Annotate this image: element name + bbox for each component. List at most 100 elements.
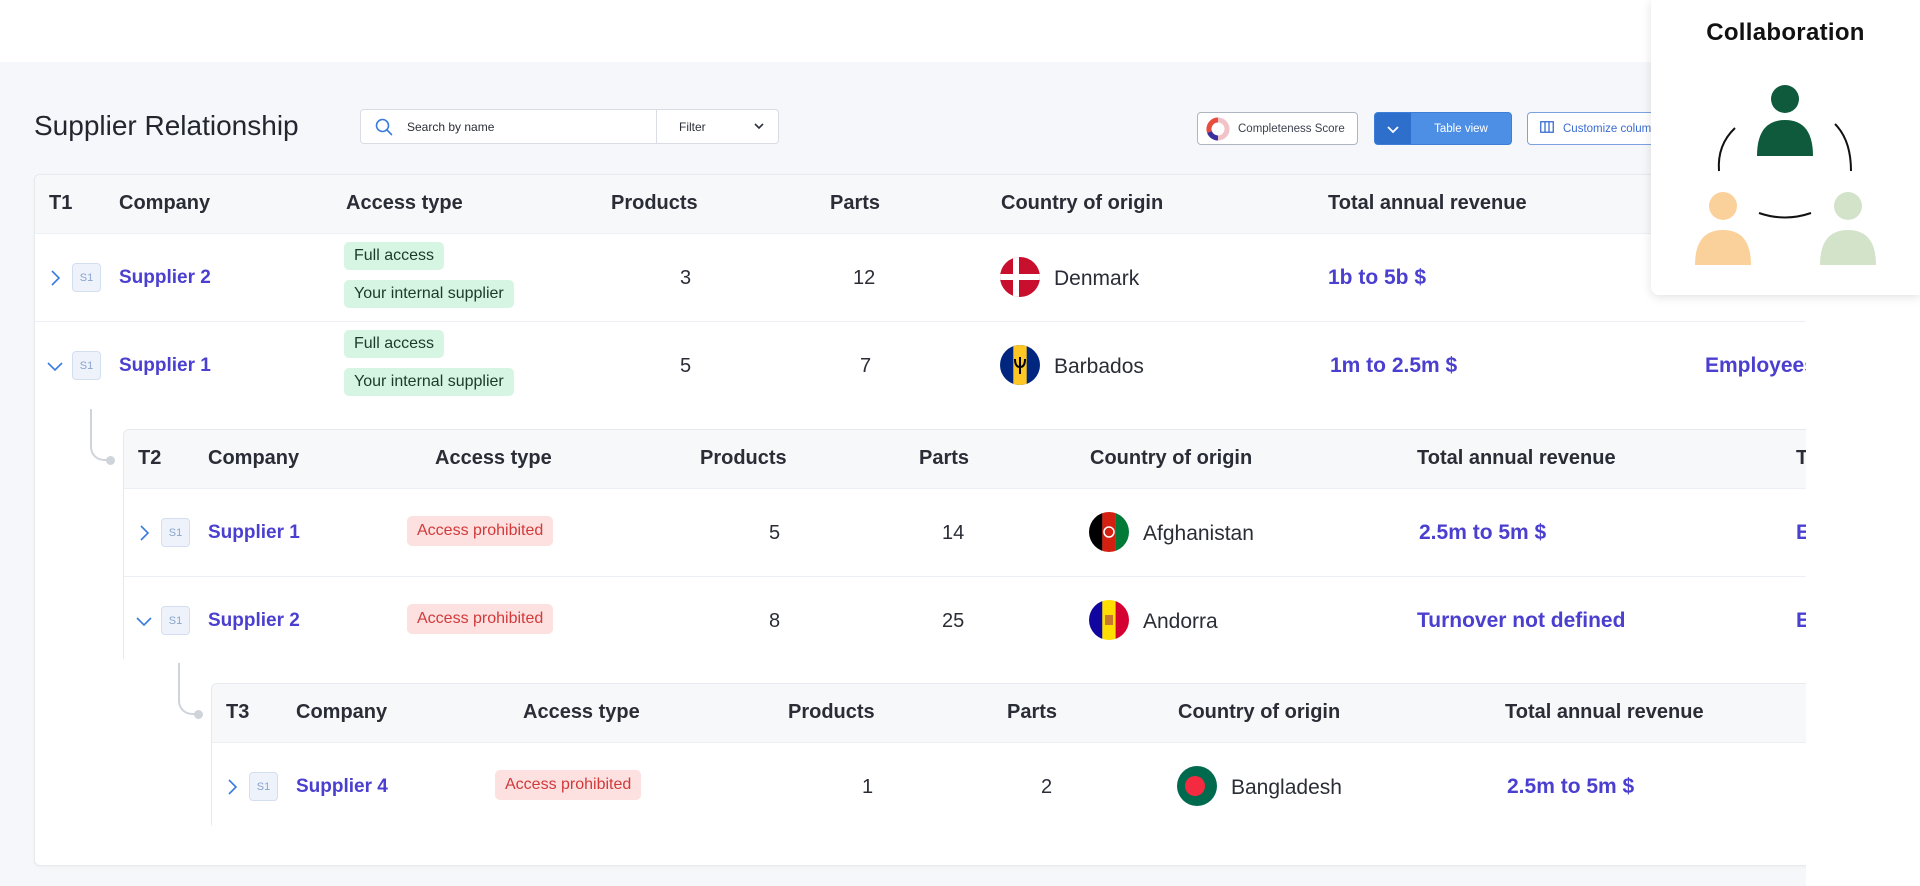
employees-link[interactable]: Employees [1705,354,1806,377]
column-company[interactable]: Company [208,447,300,469]
customize-columns-button[interactable]: Customize colum [1527,112,1667,145]
search-box: Filter [360,109,779,144]
products-value: 5 [769,522,781,544]
chevron-down-icon [753,120,765,135]
column-products[interactable]: Products [611,192,698,214]
parts-value: 14 [942,522,965,544]
column-country[interactable]: Country of origin [1001,192,1164,214]
table-row[interactable]: S1 Supplier 2 Full access Your internal … [35,233,1806,321]
column-country[interactable]: Country of origin [1090,447,1253,469]
column-products[interactable]: Products [700,447,787,469]
completeness-score-button[interactable]: Completeness Score [1197,112,1358,145]
tier-label: T3 [226,701,250,723]
chevron-right-icon[interactable] [45,268,65,288]
revenue-link[interactable]: 2.5m to 5m $ [1419,521,1547,544]
employees-link[interactable]: E [1796,609,1806,632]
access-tag: Full access [344,242,445,270]
country-value: Bangladesh [1231,776,1342,799]
supplier-badge: S1 [161,606,190,635]
products-value: 1 [862,776,874,798]
column-revenue[interactable]: Total annual revenue [1328,192,1527,214]
company-link[interactable]: Supplier 1 [119,355,211,376]
search-input[interactable] [407,110,657,143]
andorra-flag-icon [1089,600,1129,640]
column-access-type[interactable]: Access type [346,192,463,214]
top-bar [0,0,1920,62]
employees-link[interactable]: E [1796,521,1806,544]
revenue-link[interactable]: 1m to 2.5m $ [1330,354,1458,377]
column-truncated[interactable]: T [1796,447,1806,469]
chevron-right-icon[interactable] [222,777,242,797]
tier-label: T1 [49,192,73,214]
collaboration-illustration-icon [1695,85,1876,265]
filter-dropdown[interactable]: Filter [656,110,779,143]
table-header: T2 Company Access type Products Parts Co… [124,430,1806,488]
column-parts[interactable]: Parts [1007,701,1058,723]
revenue-link[interactable]: Turnover not defined [1417,609,1626,632]
filter-label: Filter [679,119,706,134]
access-tag: Full access [344,330,445,358]
chevron-right-icon[interactable] [134,523,154,543]
parts-value: 7 [860,355,872,377]
column-parts[interactable]: Parts [919,447,970,469]
supplier-badge: S1 [161,518,190,547]
column-access-type[interactable]: Access type [523,701,640,723]
main-content: Supplier Relationship Filter Completenes… [0,62,1806,886]
country-value: Denmark [1054,267,1140,290]
supplier-badge: S1 [72,263,101,292]
tree-connector-dot [106,456,115,465]
tree-connector-dot [194,710,203,719]
chevron-down-icon[interactable] [134,611,154,631]
table-row[interactable]: S1 Supplier 1 Full access Your internal … [35,321,1806,409]
table-row[interactable]: S1 Supplier 1 Access prohibited 5 14 Afg… [124,488,1806,576]
tree-connector [90,409,110,461]
country-value: Afghanistan [1143,522,1254,545]
completeness-score-label: Completeness Score [1238,122,1345,135]
parts-value: 2 [1041,776,1053,798]
tree-connector [178,663,198,715]
products-value: 3 [680,267,692,289]
parts-value: 12 [853,267,876,289]
supplier-badge: S1 [249,772,278,801]
search-icon [361,110,407,143]
denmark-flag-icon [1000,257,1040,297]
column-access-type[interactable]: Access type [435,447,552,469]
column-revenue[interactable]: Total annual revenue [1417,447,1616,469]
column-company[interactable]: Company [296,701,388,723]
table-row[interactable]: S1 Supplier 4 Access prohibited 1 2 Bang… [212,742,1806,830]
table-row[interactable]: S1 Supplier 2 Access prohibited 8 25 And… [124,576,1806,664]
barbados-flag-icon [1000,345,1040,385]
country-value: Barbados [1054,355,1144,378]
products-value: 8 [769,610,781,632]
collaboration-title: Collaboration [1706,19,1865,46]
tier1-table: T1 Company Access type Products Parts Co… [34,174,1806,866]
table-header: T1 Company Access type Products Parts Co… [35,175,1806,233]
products-value: 5 [680,355,692,377]
column-parts[interactable]: Parts [830,192,881,214]
customize-columns-label: Customize colum [1563,122,1652,135]
tier-label: T2 [138,447,162,469]
company-link[interactable]: Supplier 2 [119,267,211,288]
revenue-link[interactable]: 2.5m to 5m $ [1507,775,1635,798]
table-view-button[interactable]: Table view [1374,112,1512,145]
table-header: T3 Company Access type Products Parts Co… [212,684,1806,742]
chevron-down-icon[interactable] [45,356,65,376]
chevron-down-icon[interactable] [1375,113,1411,144]
column-products[interactable]: Products [788,701,875,723]
columns-icon [1540,121,1554,136]
revenue-link[interactable]: 1b to 5b $ [1328,266,1427,289]
collaboration-panel[interactable]: Collaboration [1651,0,1920,295]
column-country[interactable]: Country of origin [1178,701,1341,723]
access-tag: Your internal supplier [344,280,514,308]
company-link[interactable]: Supplier 1 [208,522,300,543]
company-link[interactable]: Supplier 4 [296,776,388,797]
bangladesh-flag-icon [1177,766,1217,806]
company-link[interactable]: Supplier 2 [208,610,300,631]
column-revenue[interactable]: Total annual revenue [1505,701,1704,723]
table-view-label: Table view [1434,122,1488,135]
access-tag: Access prohibited [407,516,554,546]
completeness-ring-icon [1206,116,1230,141]
access-tag: Access prohibited [495,770,642,800]
column-company[interactable]: Company [119,192,211,214]
country-value: Andorra [1143,610,1218,633]
